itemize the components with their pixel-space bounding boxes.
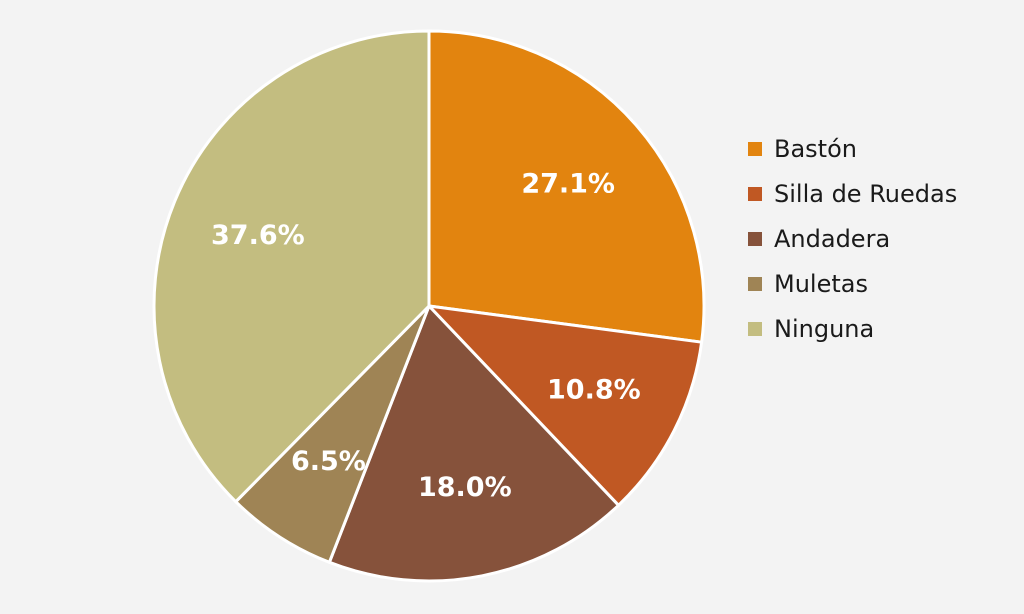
legend-label-ninguna: Ninguna: [774, 314, 875, 343]
pie-slice-silla-de-ruedas: [427, 304, 704, 507]
legend-label-silla-de-ruedas: Silla de Ruedas: [774, 179, 958, 208]
legend-item-muletas: Muletas: [748, 261, 957, 306]
pie-slice-baston: [427, 29, 706, 344]
legend-swatch-baston: [748, 141, 762, 156]
pie-slices: [152, 29, 706, 583]
legend-swatch-ninguna: [748, 321, 762, 336]
pie-label-muletas: 6.5%: [291, 446, 366, 477]
pie-label-baston: 27.1%: [521, 169, 615, 200]
pie-slice-andadera: [327, 304, 621, 583]
legend-item-baston: Bastón: [748, 126, 957, 171]
pie-label-silla-de-ruedas: 10.8%: [547, 374, 641, 405]
legend-swatch-andadera: [748, 231, 762, 246]
pie-slice-labels: 27.1% 10.8% 18.0% 6.5% 37.6%: [211, 169, 641, 503]
legend: Bastón Silla de Ruedas Andadera Muletas …: [748, 126, 957, 351]
pie-label-ninguna: 37.6%: [211, 220, 305, 251]
legend-swatch-muletas: [748, 276, 762, 291]
legend-item-andadera: Andadera: [748, 216, 957, 261]
pie-slice-muletas: [234, 304, 431, 564]
legend-label-baston: Bastón: [774, 134, 857, 163]
legend-swatch-silla-de-ruedas: [748, 186, 762, 201]
pie-slice-ninguna: [152, 29, 431, 504]
legend-label-muletas: Muletas: [774, 269, 868, 298]
pie-label-andadera: 18.0%: [418, 472, 512, 503]
legend-item-ninguna: Ninguna: [748, 306, 957, 351]
legend-item-silla-de-ruedas: Silla de Ruedas: [748, 171, 957, 216]
legend-label-andadera: Andadera: [774, 224, 891, 253]
